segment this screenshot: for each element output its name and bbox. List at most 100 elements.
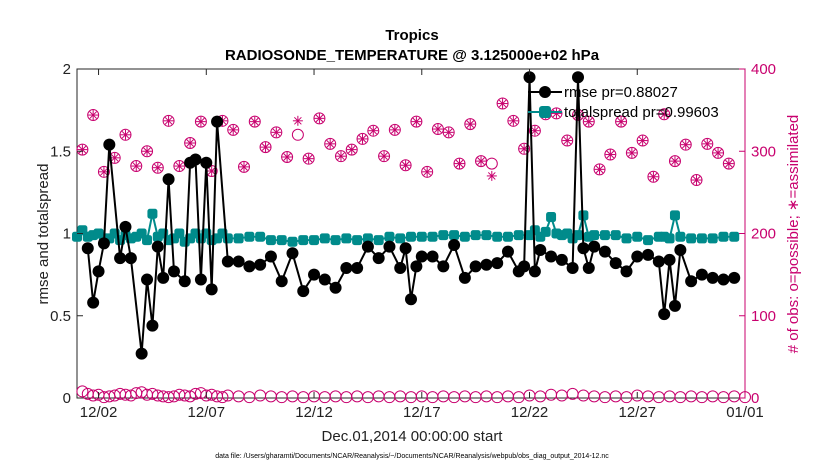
possible-point [528,124,541,137]
possible-point [151,161,164,174]
rmse-point [652,255,665,268]
y-axis-left-label: rmse and totalspread [35,164,52,305]
totalspread-point [686,233,697,244]
possible-point [496,97,509,110]
rmse-point [264,250,277,263]
rmse-point [523,71,536,84]
totalspread-point [664,233,675,244]
rmse-point [588,240,601,253]
rmse-point [114,252,127,265]
possible-point [270,126,283,139]
totalspread-point [309,235,320,246]
rmse-point [545,250,558,263]
possible-point [668,155,681,168]
rmse-point [124,252,137,265]
rmse-point [200,156,213,169]
totalspread-point [384,231,395,242]
rejected_possible-point [216,391,229,404]
rmse-point [351,262,364,275]
rmse-point [361,240,374,253]
totalspread-point [438,230,449,241]
assimilated-point [379,151,390,162]
totalspread-point [599,230,610,241]
assimilated-point [422,166,433,177]
assimilated-point [551,108,562,119]
totalspread-point [395,233,406,244]
x-axis-label: Dec.01,2014 00:00:00 start [322,428,504,445]
assimilated-point [77,144,88,155]
possible-point [464,118,477,131]
possible-point [615,115,628,128]
assimilated-point [325,138,336,149]
possible-point [334,150,347,163]
totalspread-point [416,231,427,242]
possible-point [701,137,714,150]
possible-point [388,123,401,136]
possible-point [485,157,498,170]
rmse-point [286,247,299,260]
assimilated-point [508,115,519,126]
totalspread-point [265,235,276,246]
totalspread-point [373,235,384,246]
rmse-point [167,265,180,278]
x-tick-label: 12/22 [511,404,549,421]
rmse-point [534,243,547,256]
legend-rmse-label: rmse pr=0.88027 [564,84,678,101]
y-left-tick-label: 2 [63,61,71,78]
rmse-point [668,299,681,312]
totalspread-point [632,231,643,242]
rmse-point [577,242,590,255]
rmse-point [254,258,267,271]
possible-point [625,146,638,159]
totalspread-point [352,235,363,246]
rmse-point [394,262,407,275]
rmse-point [329,281,342,294]
assimilated-point [691,175,702,186]
assimilated-point [454,158,465,169]
totalspread-point [621,233,632,244]
assimilated-point [702,138,713,149]
totalspread-point [729,231,740,242]
assimilated-point [497,98,508,109]
rmse-point [194,273,207,286]
possible-point [356,132,369,145]
assimilated-point [400,160,411,171]
assimilated-point [357,133,368,144]
possible-point [345,143,358,156]
assimilated-point [152,162,163,173]
rmse-point [372,252,385,265]
totalspread-point [492,231,503,242]
possible-point [690,174,703,187]
possible-point [636,134,649,147]
assimilated-point [195,116,206,127]
possible-point [87,109,100,122]
rmse-point [491,257,504,270]
rejected_possible-point [124,389,137,402]
assimilated-point [723,158,734,169]
y-axis-right-label: # of obs: o=possible; ∗=assimilated [785,115,802,354]
possible-point [421,165,434,178]
possible-point [679,138,692,151]
totalspread-point [244,231,255,242]
rmse-point [135,347,148,360]
possible-point [378,150,391,163]
rmse-point [410,260,423,273]
assimilated-point [239,161,249,172]
rejected_possible-point [184,390,197,403]
possible-point [97,165,110,178]
rmse-point [631,250,644,263]
totalspread-point [319,233,330,244]
possible-point [119,128,132,141]
possible-point [722,157,735,170]
totalspread-point [298,235,309,246]
rmse-point [162,173,175,186]
rmse-point [103,138,116,151]
rmse-point [598,245,611,258]
x-tick-label: 12/27 [618,404,656,421]
axis-ticks-layer: 12/02 12/07 12/12 12/17 12/22 12/27 01/0100.51… [50,61,776,421]
totalspread-point [276,235,287,246]
legend-spread-label: totalspread pr=0.99603 [564,104,719,121]
possible-point [604,148,617,161]
totalspread-point [481,230,492,241]
